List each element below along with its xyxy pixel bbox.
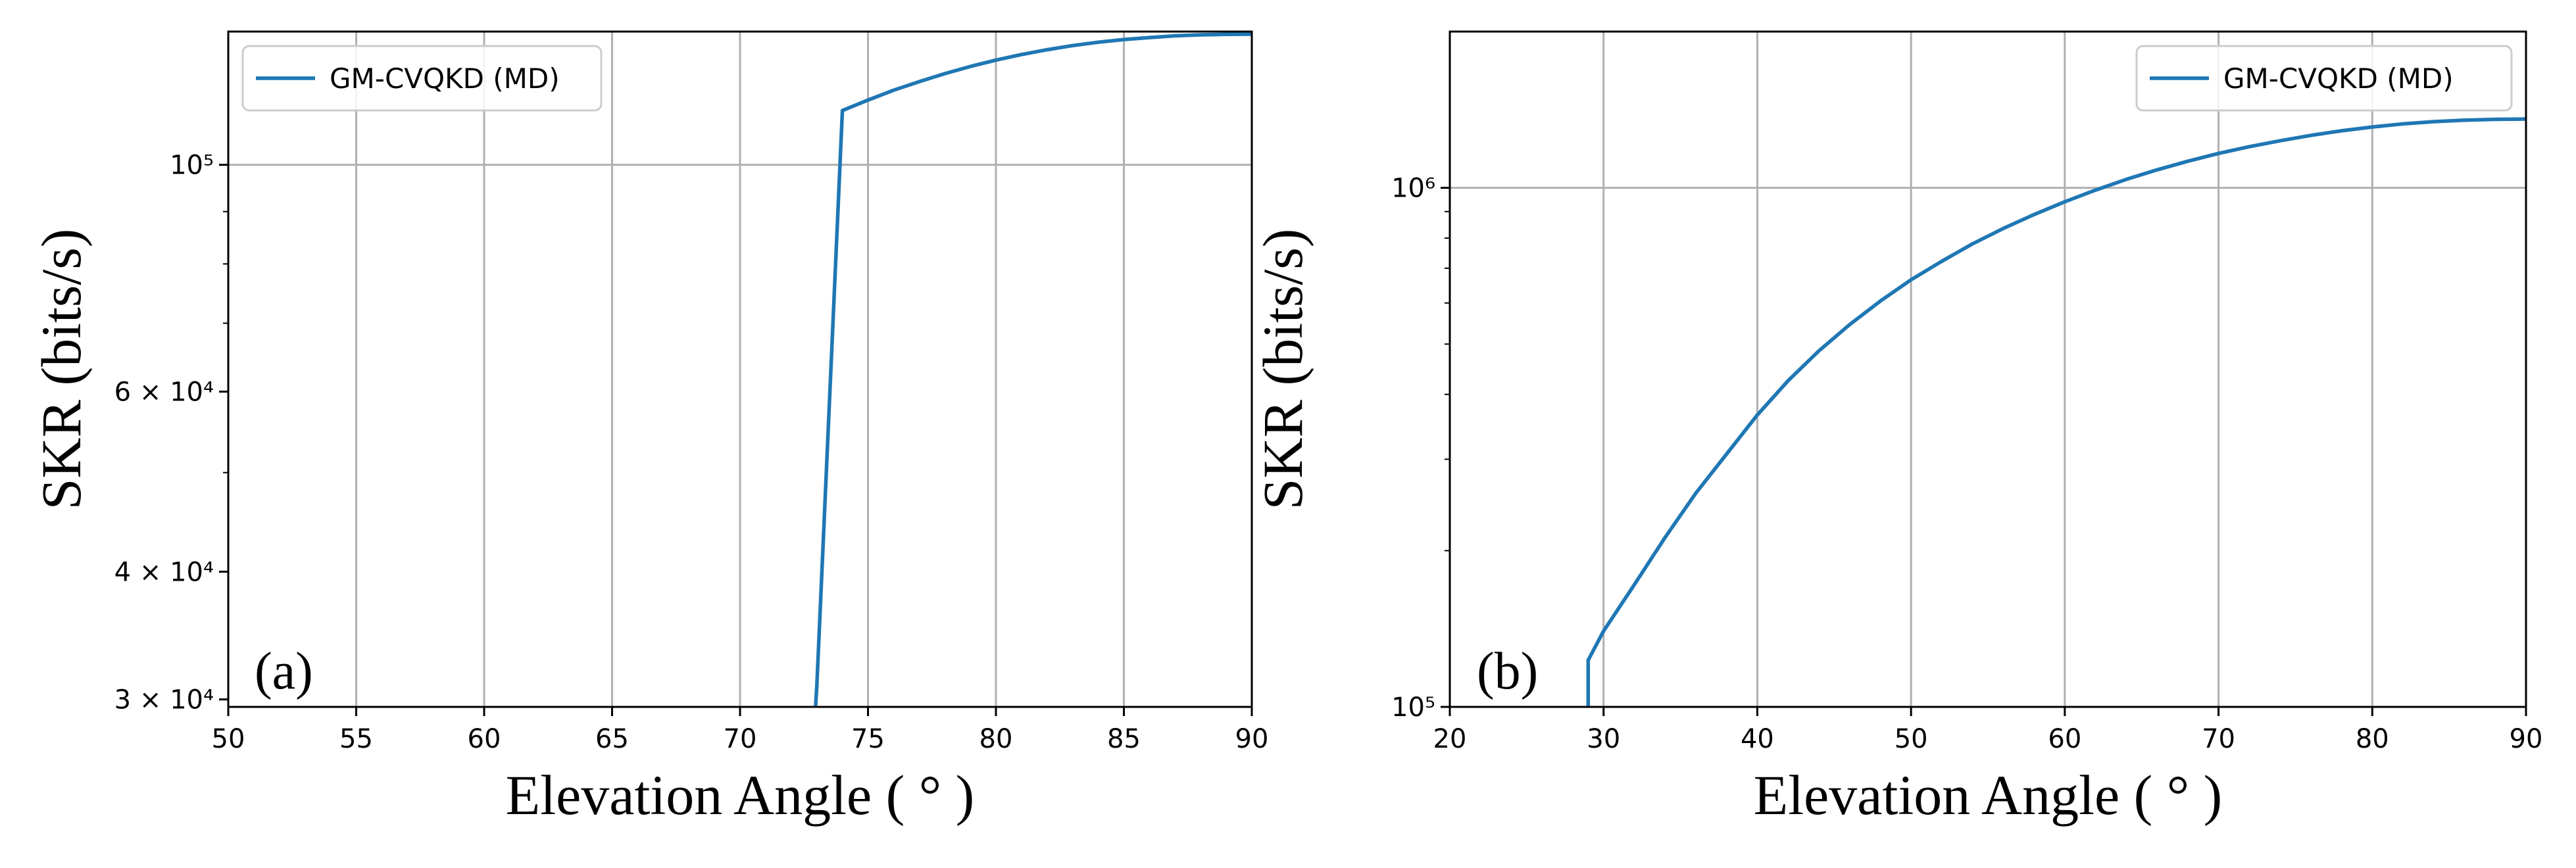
y-tick-label: 4 × 10⁴ — [114, 557, 214, 587]
legend-box — [2135, 45, 2513, 112]
x-axis-label: Elevation Angle ( ° ) — [506, 763, 975, 827]
x-tick-label: 75 — [851, 724, 885, 754]
x-tick-label: 65 — [595, 724, 629, 754]
x-tick-label: 55 — [339, 724, 373, 754]
x-tick-label: 80 — [979, 724, 1013, 754]
y-tick-label: 10⁵ — [1391, 692, 1435, 723]
x-tick-label: 85 — [1107, 724, 1141, 754]
panel-label: (a) — [255, 642, 313, 700]
x-axis-label: Elevation Angle ( ° ) — [1754, 763, 2223, 827]
x-tick-label: 90 — [1235, 724, 1269, 754]
x-tick-label: 70 — [2202, 724, 2235, 754]
x-tick-label: 60 — [2048, 724, 2081, 754]
y-tick-label: 10⁵ — [170, 151, 214, 181]
axes-frame — [227, 30, 1253, 708]
series-line — [814, 32, 1252, 708]
panel-b: 20 30 40 50 60 70 80 90 10⁵ 10⁶ GM-CVQKD (MD) (b) El… — [1251, 30, 2543, 827]
y-tick-label: 10⁶ — [1391, 174, 1435, 204]
x-tick-label: 70 — [724, 724, 757, 754]
series-line — [1586, 117, 2527, 707]
x-tick-label: 80 — [2356, 724, 2389, 754]
x-tick-label: 40 — [1741, 724, 1774, 754]
panel-label: (b) — [1477, 642, 1538, 700]
x-tick-label: 20 — [1433, 724, 1467, 754]
x-tick-label: 50 — [1895, 724, 1928, 754]
legend-label: GM-CVQKD (MD) — [2223, 62, 2454, 95]
y-tick-label: 3 × 10⁴ — [114, 685, 214, 715]
y-tick-label: 6 × 10⁴ — [114, 377, 214, 408]
x-tick-label: 30 — [1587, 724, 1620, 754]
y-axis-label: SKR (bits/s) — [1251, 229, 1314, 510]
x-tick-label: 60 — [468, 724, 501, 754]
x-tick-label: 50 — [212, 724, 245, 754]
x-tick-label: 90 — [2510, 724, 2543, 754]
axes-frame — [1449, 30, 2527, 708]
legend-label: GM-CVQKD (MD) — [330, 62, 560, 95]
legend-box — [241, 45, 603, 112]
y-axis-label: SKR (bits/s) — [30, 229, 93, 510]
panel-a: 50 55 60 65 70 75 80 85 90 3 × 10⁴ 4 × 10⁴ 6 × 10⁴ 1… — [30, 30, 1269, 827]
